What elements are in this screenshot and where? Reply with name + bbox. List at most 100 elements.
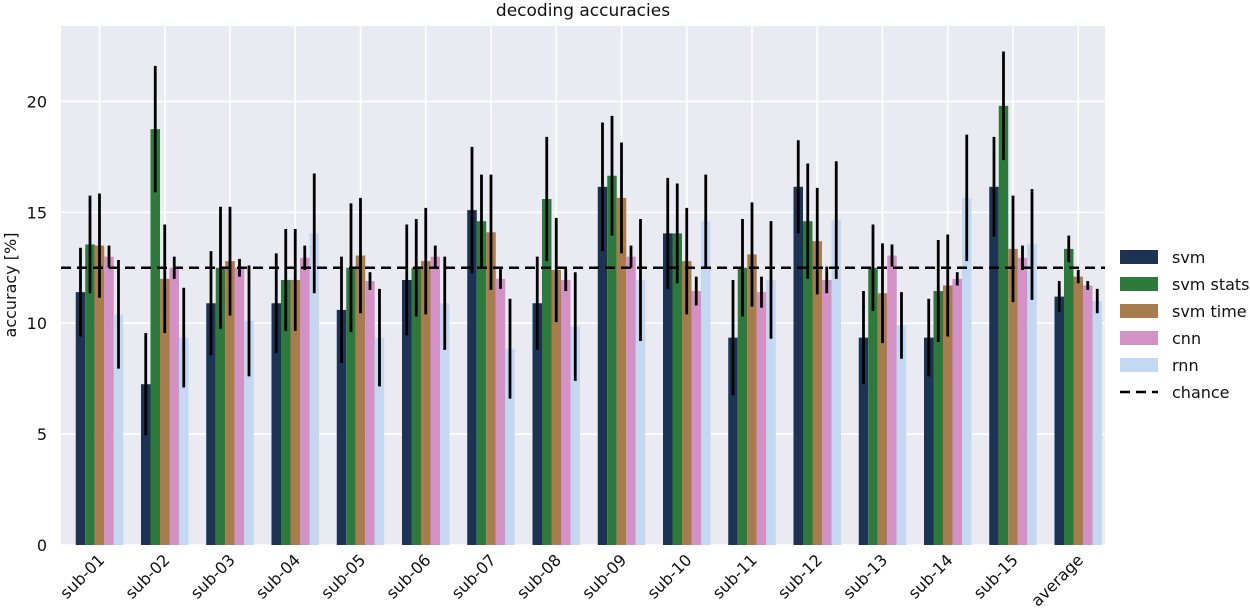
bar bbox=[821, 279, 832, 545]
bar bbox=[215, 267, 226, 545]
bar bbox=[280, 279, 291, 545]
bar bbox=[206, 303, 216, 545]
bars bbox=[75, 105, 1102, 546]
y-tick-label: 5 bbox=[37, 425, 47, 444]
x-tick-label: sub-12 bbox=[774, 550, 826, 602]
y-tick-label: 20 bbox=[27, 92, 47, 111]
bar bbox=[896, 325, 907, 545]
legend-swatch bbox=[1120, 250, 1158, 264]
bar bbox=[271, 303, 281, 545]
legend-label: rnn bbox=[1172, 356, 1199, 375]
bar bbox=[113, 314, 124, 545]
bar bbox=[961, 197, 972, 545]
bar bbox=[476, 221, 487, 545]
x-tick-label: sub-08 bbox=[513, 550, 565, 602]
bar bbox=[541, 199, 552, 545]
bar bbox=[766, 279, 776, 545]
bar bbox=[532, 303, 542, 545]
bar bbox=[1008, 248, 1018, 545]
legend-swatch bbox=[1120, 331, 1158, 345]
bar bbox=[309, 233, 319, 545]
bar bbox=[420, 261, 431, 545]
bar bbox=[989, 186, 999, 546]
bar bbox=[942, 285, 953, 545]
bar bbox=[812, 241, 822, 545]
y-tick-label: 10 bbox=[27, 314, 47, 333]
legend-label: svm bbox=[1172, 248, 1205, 267]
bar bbox=[234, 267, 245, 545]
bar bbox=[1017, 257, 1028, 545]
bar bbox=[635, 279, 646, 545]
bar bbox=[505, 348, 515, 545]
bar bbox=[85, 244, 95, 545]
bar bbox=[411, 267, 421, 545]
bar bbox=[1092, 301, 1102, 545]
bar bbox=[952, 278, 962, 545]
bar bbox=[933, 291, 943, 545]
bar bbox=[94, 245, 105, 546]
bar bbox=[365, 281, 375, 545]
x-tick-label: sub-01 bbox=[56, 550, 108, 602]
bar bbox=[336, 309, 347, 545]
bar bbox=[570, 326, 580, 545]
chart-title: decoding accuracies bbox=[496, 1, 670, 21]
legend-swatch bbox=[1120, 358, 1158, 372]
bar bbox=[159, 278, 170, 545]
bar bbox=[923, 337, 934, 545]
bar bbox=[737, 267, 748, 545]
bar bbox=[793, 186, 803, 546]
error-bars bbox=[79, 51, 1099, 436]
y-axis-label: accuracy [%] bbox=[1, 233, 20, 338]
bar bbox=[672, 233, 682, 545]
bar bbox=[1027, 244, 1037, 545]
bar bbox=[662, 233, 673, 545]
bar bbox=[877, 293, 888, 545]
x-tick-label: sub-03 bbox=[187, 550, 239, 602]
legend-label: cnn bbox=[1172, 329, 1201, 348]
legend: svm svm stats svm time cnn rnn chance bbox=[1120, 248, 1250, 402]
legend-label: svm time bbox=[1172, 302, 1247, 321]
bar bbox=[467, 210, 477, 546]
legend-swatch bbox=[1120, 277, 1158, 291]
bar bbox=[150, 129, 160, 545]
x-tick-label: sub-07 bbox=[448, 550, 500, 602]
x-tick-label: sub-10 bbox=[643, 550, 695, 602]
bar bbox=[551, 269, 561, 545]
bar bbox=[681, 261, 692, 545]
bar bbox=[178, 337, 189, 545]
bar bbox=[831, 220, 841, 546]
bar bbox=[244, 320, 254, 545]
bar bbox=[355, 255, 366, 546]
bar bbox=[858, 337, 869, 545]
x-tick-label: sub-04 bbox=[252, 550, 304, 602]
bar bbox=[290, 279, 300, 545]
legend-label: svm stats bbox=[1172, 275, 1250, 294]
x-tick-label: sub-02 bbox=[121, 550, 173, 602]
bar bbox=[430, 256, 440, 545]
bar bbox=[104, 256, 114, 545]
bar bbox=[691, 291, 701, 545]
x-tick-labels: sub-01 sub-02 sub-03 sub-04 sub-05 sub-06 sub-… bbox=[56, 550, 1087, 610]
bar bbox=[1073, 276, 1083, 545]
bar bbox=[802, 221, 813, 545]
y-tick-labels: 0 5 10 15 20 bbox=[27, 92, 47, 555]
bar bbox=[868, 267, 878, 545]
bar bbox=[756, 292, 767, 545]
x-tick-label: sub-09 bbox=[578, 550, 630, 602]
legend-swatch bbox=[1120, 304, 1158, 318]
x-tick-label: sub-13 bbox=[839, 550, 891, 602]
bar bbox=[75, 292, 86, 545]
bar bbox=[401, 279, 412, 545]
bar bbox=[998, 105, 1009, 545]
bar bbox=[700, 221, 711, 545]
bar bbox=[1054, 296, 1064, 545]
x-tick-label: sub-06 bbox=[382, 550, 434, 602]
bar bbox=[1082, 285, 1093, 545]
bar bbox=[626, 256, 636, 545]
bar bbox=[374, 337, 385, 545]
x-tick-label: sub-05 bbox=[317, 550, 369, 602]
bar bbox=[560, 279, 571, 545]
x-tick-label: sub-14 bbox=[904, 550, 956, 602]
bar bbox=[616, 197, 627, 545]
